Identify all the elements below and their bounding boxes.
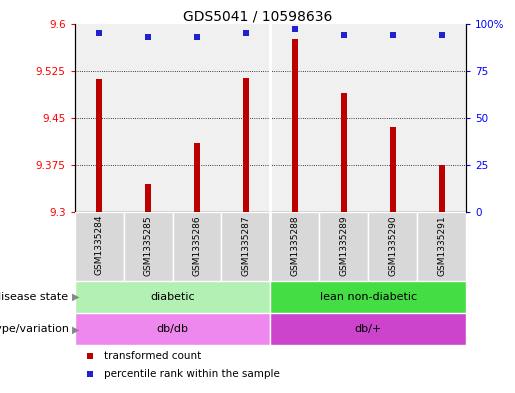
- Text: disease state: disease state: [0, 292, 72, 302]
- Bar: [270, 313, 466, 345]
- Bar: [221, 212, 270, 281]
- Bar: [390, 127, 396, 212]
- Bar: [173, 212, 221, 281]
- Text: GSM1335285: GSM1335285: [144, 215, 152, 275]
- Text: lean non-diabetic: lean non-diabetic: [320, 292, 417, 302]
- Bar: [75, 212, 124, 281]
- Text: transformed count: transformed count: [104, 351, 201, 362]
- Text: percentile rank within the sample: percentile rank within the sample: [104, 369, 280, 379]
- Bar: [439, 165, 444, 212]
- Bar: [292, 39, 298, 212]
- Text: ▶: ▶: [72, 324, 80, 334]
- Bar: [417, 212, 466, 281]
- Bar: [243, 78, 249, 212]
- Text: GSM1335291: GSM1335291: [437, 215, 446, 275]
- Text: GSM1335288: GSM1335288: [290, 215, 299, 275]
- Text: ▶: ▶: [72, 292, 80, 302]
- Text: GSM1335287: GSM1335287: [242, 215, 250, 275]
- Bar: [194, 143, 200, 212]
- Text: GSM1335290: GSM1335290: [388, 215, 397, 275]
- Bar: [368, 212, 417, 281]
- Text: genotype/variation: genotype/variation: [0, 324, 72, 334]
- Text: GSM1335289: GSM1335289: [339, 215, 348, 275]
- Bar: [124, 212, 173, 281]
- Bar: [270, 281, 466, 313]
- Bar: [75, 313, 270, 345]
- Bar: [75, 281, 270, 313]
- Text: db/+: db/+: [355, 324, 382, 334]
- Bar: [96, 79, 102, 212]
- Text: db/db: db/db: [157, 324, 188, 334]
- Bar: [341, 93, 347, 212]
- Bar: [319, 212, 368, 281]
- Bar: [145, 184, 151, 212]
- Text: diabetic: diabetic: [150, 292, 195, 302]
- Text: GDS5041 / 10598636: GDS5041 / 10598636: [183, 10, 332, 24]
- Bar: [270, 212, 319, 281]
- Text: GSM1335286: GSM1335286: [193, 215, 201, 275]
- Text: GSM1335284: GSM1335284: [95, 215, 104, 275]
